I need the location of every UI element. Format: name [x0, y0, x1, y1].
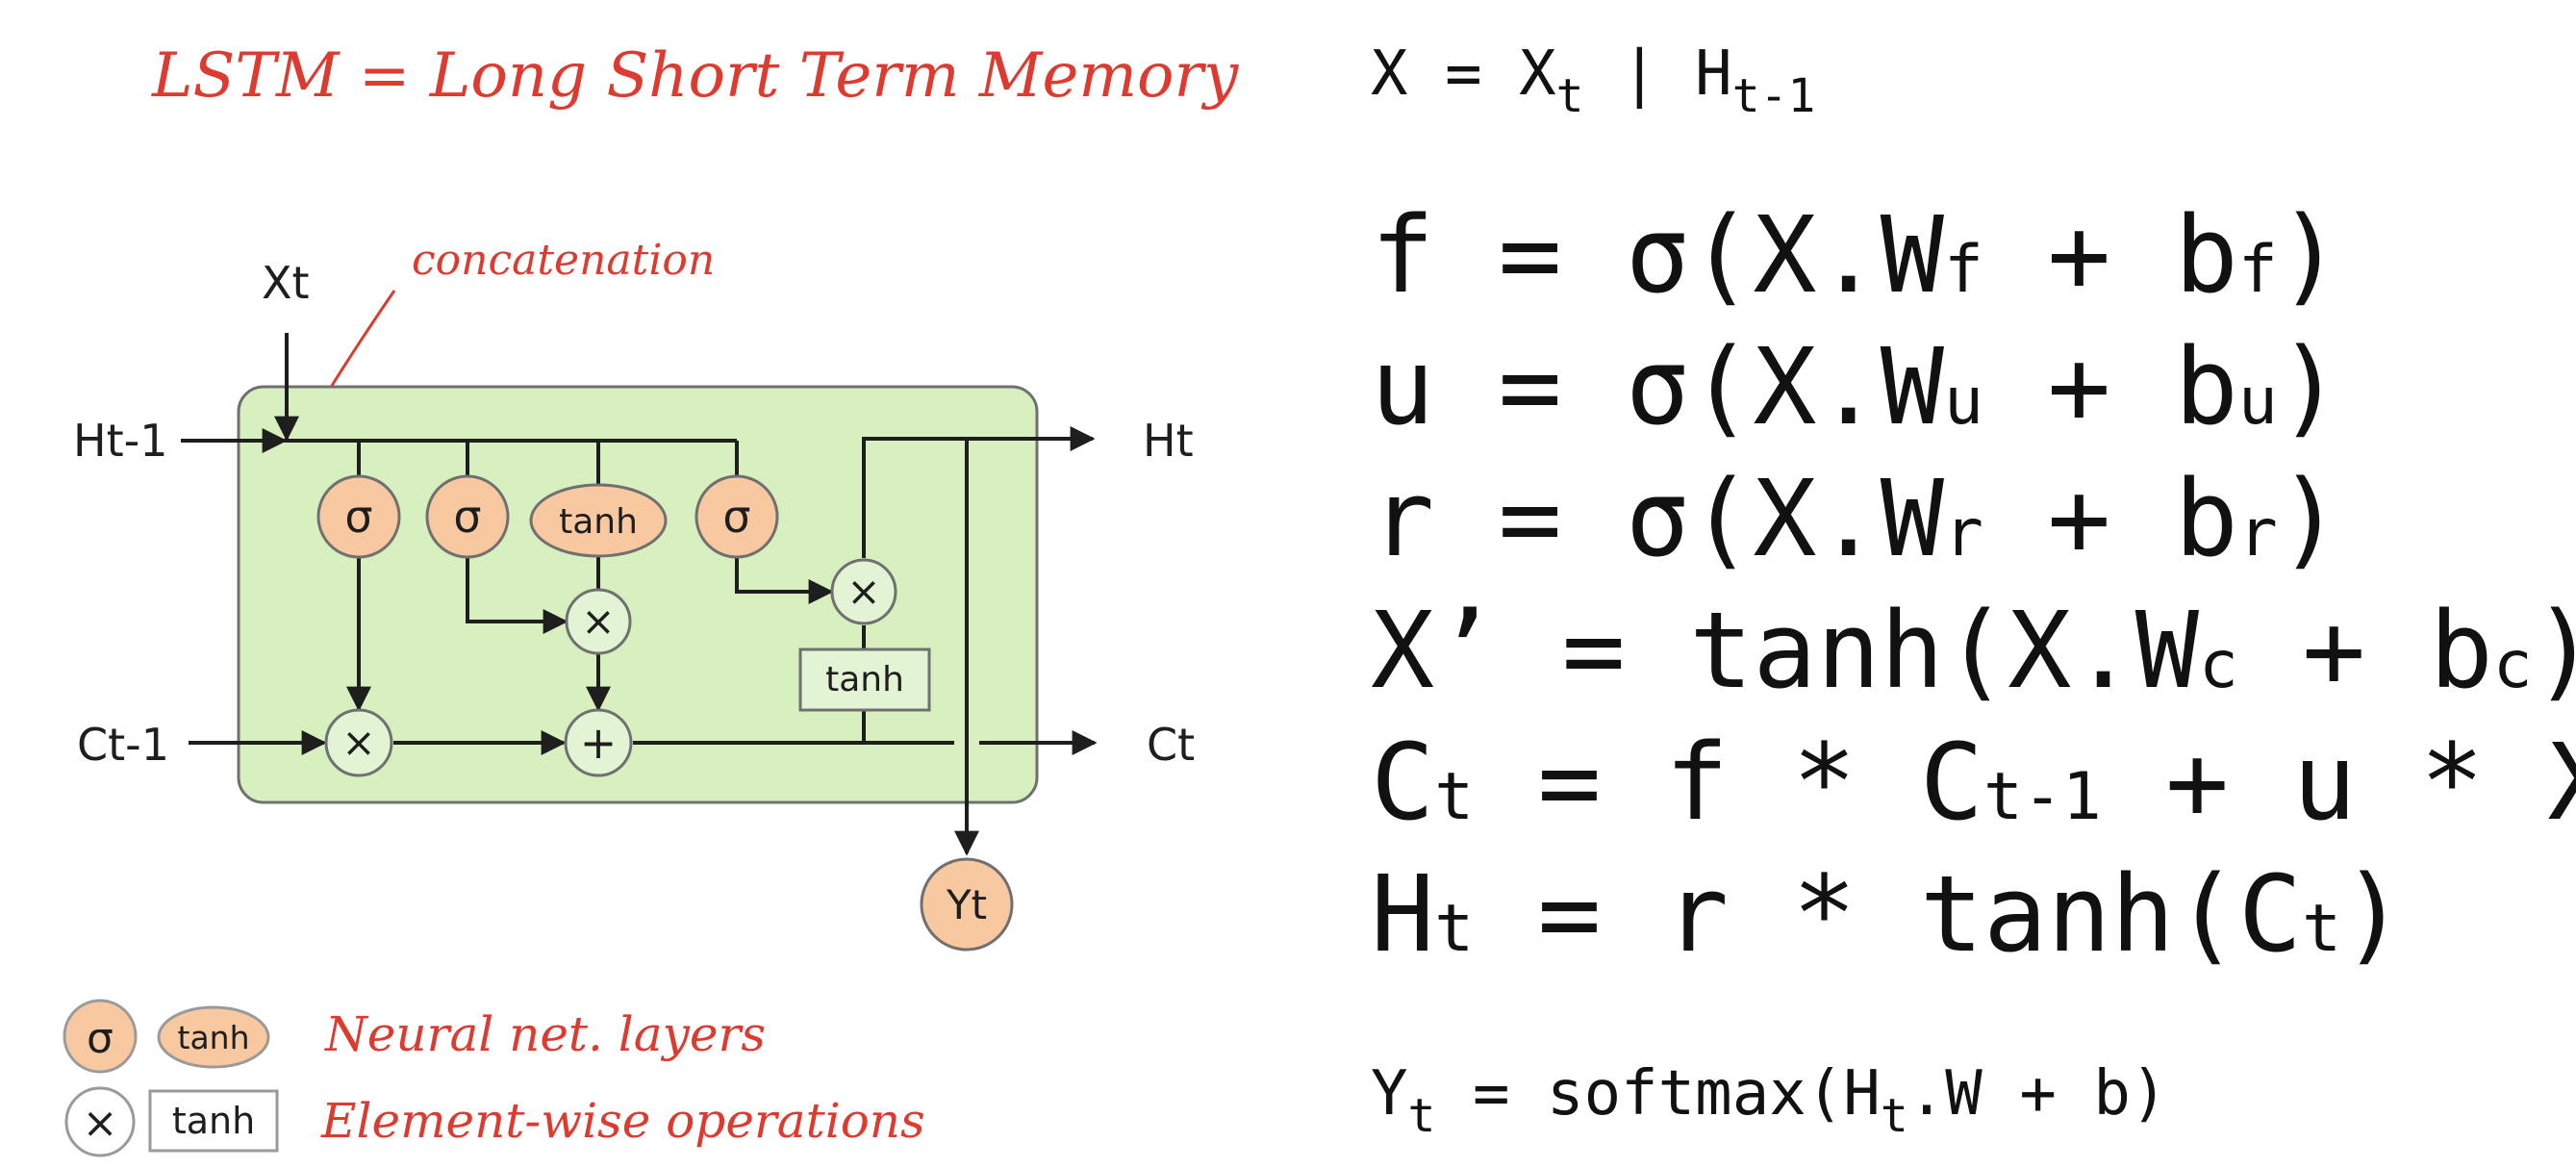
output-y-label: Yt [946, 881, 987, 928]
svg-text:×: × [341, 719, 375, 766]
formula-update: u = σ(X.Wu + bu) [1371, 325, 2341, 448]
input-x-label: Xt [262, 257, 310, 309]
cell-tanh-op: tanh [798, 647, 931, 712]
svg-text:×: × [581, 597, 615, 645]
legend-sigma-symbol: σ [87, 1014, 114, 1063]
svg-text:tanh: tanh [825, 660, 904, 699]
legend-ops-text: Element-wise operations [320, 1093, 925, 1149]
cell-wires [181, 333, 1098, 856]
output-h-label: Ht [1143, 415, 1194, 467]
input-h-prev-label: Ht-1 [73, 415, 168, 467]
formula-result: r = σ(X.Wr + br) [1371, 457, 2341, 580]
update-gate-symbol: σ [453, 491, 481, 543]
update-gate-layer: σ [425, 474, 510, 559]
candidate-tanh-text: tanh [559, 502, 638, 542]
formula-candidate: X’ = tanh(X.Wc + bc) [1371, 589, 2576, 712]
output-multiply-op: × [830, 558, 897, 625]
diagram-title: LSTM = Long Short Term Memory [151, 40, 1239, 112]
formula-cell-state: Ct = f * Ct-1 + u * X’ [1371, 721, 2576, 844]
legend: σ tanh Neural net. layers × tanh Element… [63, 999, 925, 1157]
formula-concat: X = Xt | Ht-1 [1371, 38, 1815, 123]
forget-gate-layer: σ [316, 474, 401, 559]
candidate-tanh-layer: tanh [529, 483, 668, 558]
concatenation-annotation: concatenation [412, 236, 715, 285]
legend-tanh-op: tanh [172, 1100, 255, 1142]
svg-text:×: × [846, 568, 880, 615]
svg-text:+: + [580, 717, 618, 769]
formulas: X = Xt | Ht-1 f = σ(X.Wf + bf) u = σ(X.W… [1371, 38, 2576, 1143]
legend-times-symbol: × [83, 1099, 118, 1148]
output-c-label: Ct [1147, 719, 1195, 771]
input-c-prev-label: Ct-1 [77, 719, 169, 771]
cell-add-op: + [564, 708, 633, 777]
output-gate-symbol: σ [722, 491, 750, 543]
legend-layers-text: Neural net. layers [324, 1006, 766, 1062]
forget-gate-symbol: σ [344, 491, 372, 543]
forget-multiply-op: × [324, 708, 393, 777]
candidate-multiply-op: × [565, 588, 632, 655]
formula-output: Yt = softmax(Ht.W + b) [1371, 1058, 2167, 1143]
legend-tanh-layer: tanh [178, 1019, 250, 1056]
formula-hidden-state: Ht = r * tanh(Ct) [1371, 852, 2405, 976]
output-y-node: Yt [920, 857, 1014, 952]
output-gate-layer: σ [695, 474, 779, 559]
formula-forget: f = σ(X.Wf + bf) [1371, 193, 2341, 317]
